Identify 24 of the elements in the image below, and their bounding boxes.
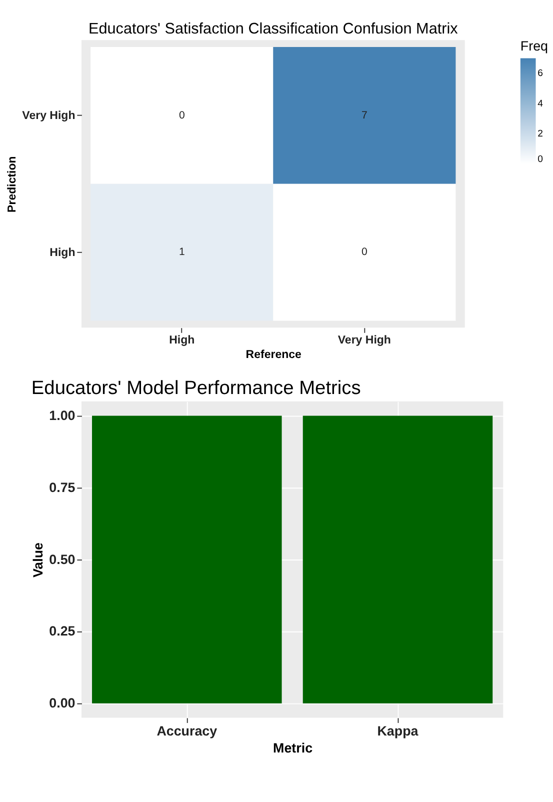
y-tick-label: High bbox=[50, 247, 76, 260]
legend-title: Freq bbox=[520, 38, 548, 54]
y-axis-title: Prediction bbox=[6, 156, 18, 212]
y-tick-label: 0.00 bbox=[49, 696, 76, 711]
x-axis-title: Reference bbox=[246, 348, 302, 361]
y-tick-label: Very High bbox=[22, 110, 76, 122]
y-axis-title: Value bbox=[30, 542, 46, 578]
data-label: 1 bbox=[178, 246, 185, 258]
chart-title: Educators' Model Performance Metrics bbox=[31, 378, 361, 399]
x-tick-label: Kappa bbox=[377, 723, 419, 738]
data-label: 0 bbox=[178, 109, 185, 122]
y-tick-label: 0.25 bbox=[49, 624, 76, 639]
y-tick-label: 0.75 bbox=[49, 480, 76, 495]
color-bar-label: 4 bbox=[538, 98, 544, 110]
color-bar-label: 6 bbox=[538, 68, 543, 80]
x-tick-label: Accuracy bbox=[156, 723, 218, 738]
data-label: 0 bbox=[361, 246, 368, 258]
y-tick-label: 1.00 bbox=[49, 408, 76, 424]
data-label: 7 bbox=[361, 109, 368, 122]
chart-title: Educators' Satisfaction Classification Confusion Matrix bbox=[88, 20, 458, 38]
color-bar-label: 0 bbox=[538, 154, 543, 165]
color-bar-label: 2 bbox=[538, 128, 543, 140]
y-tick-label: 0.50 bbox=[49, 552, 76, 567]
x-axis-title: Metric bbox=[273, 740, 314, 756]
